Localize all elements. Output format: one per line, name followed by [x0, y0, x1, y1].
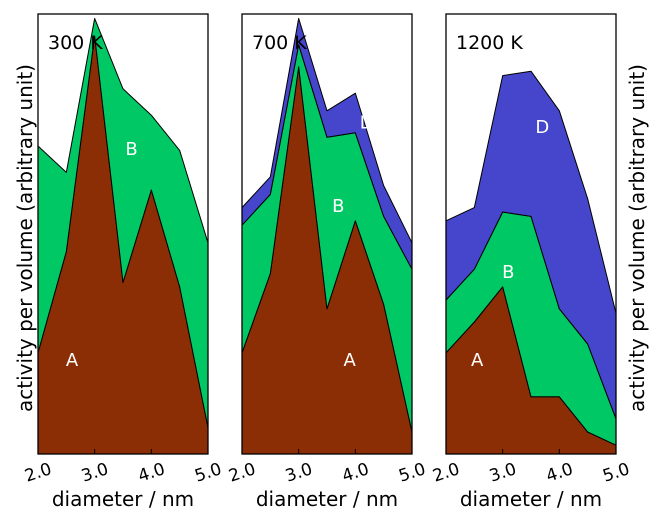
x-axis-label-panel-3: diameter / nm [460, 487, 602, 511]
panel-2: 700 K A B D 2.0 3.0 4.0 5.0 [226, 13, 428, 487]
region-label-D-panel-3: D [535, 117, 549, 138]
region-label-D-panel-2: D [360, 112, 374, 133]
panel-3: 1200 K A B D 2.0 3.0 4.0 5.0 [430, 13, 632, 487]
x-tick-label: 5.0 [600, 459, 632, 486]
y-axis-label-right: activity per volume (arbitrary unit) [625, 64, 649, 412]
region-label-B-panel-3: B [502, 262, 514, 283]
x-tick-label: 5.0 [396, 459, 428, 486]
region-label-A-panel-2: A [344, 350, 357, 371]
panel-1: 300 K A B 2.0 3.0 4.0 5.0 [22, 13, 224, 487]
x-axis-label-panel-1: diameter / nm [52, 487, 194, 511]
x-tick-label: 2.0 [226, 459, 258, 486]
region-label-A-panel-3: A [471, 350, 484, 371]
x-tick-label: 4.0 [340, 459, 372, 486]
plot-frame-panel-2 [241, 13, 413, 455]
region-label-B-panel-1: B [125, 139, 137, 160]
plot-frame-panel-1 [37, 13, 209, 455]
panel-title-3: 1200 K [456, 32, 523, 54]
panel-title-1: 300 K [48, 32, 103, 54]
y-axis-label: activity per volume (arbitrary unit) [13, 64, 37, 412]
region-label-B-panel-2: B [332, 196, 344, 217]
x-tick-label: 3.0 [79, 459, 111, 486]
x-tick-label: 2.0 [430, 459, 462, 486]
x-axis-label-panel-2: diameter / nm [256, 487, 398, 511]
x-tick-label: 4.0 [136, 459, 168, 486]
x-tick-label: 4.0 [544, 459, 576, 486]
region-label-A-panel-1: A [66, 350, 79, 371]
panel-title-2: 700 K [252, 32, 307, 54]
x-tick-label: 3.0 [487, 459, 519, 486]
plot-frame-panel-3 [445, 13, 617, 455]
x-tick-label: 2.0 [22, 459, 54, 486]
x-tick-label: 5.0 [192, 459, 224, 486]
x-tick-label: 3.0 [283, 459, 315, 486]
